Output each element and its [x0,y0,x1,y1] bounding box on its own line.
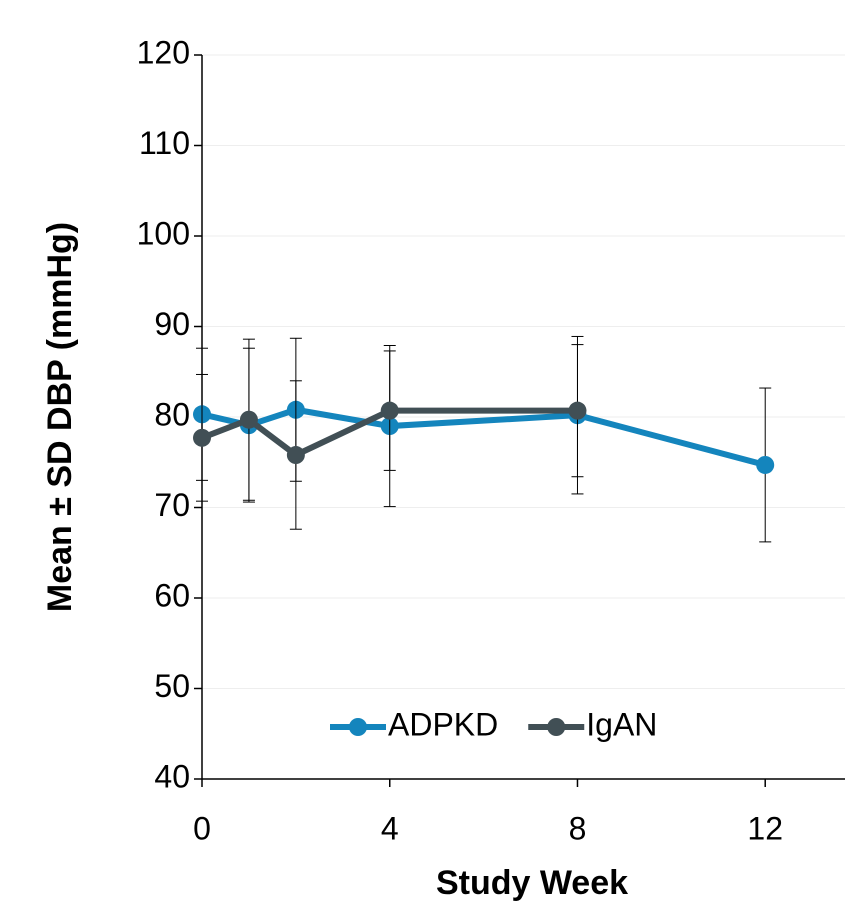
legend-label: IgAN [586,706,657,742]
y-tick-label: 100 [137,215,190,251]
series-line [201,406,766,468]
y-tick-label: 40 [154,758,190,794]
data-point [286,446,305,465]
x-tick-label: 0 [193,810,211,846]
y-tick-label: 50 [154,668,190,704]
data-point [380,401,399,420]
y-tick-label: 80 [154,396,190,432]
x-tick-label: 12 [747,810,783,846]
y-tick-label: 120 [137,34,190,70]
data-point [239,410,258,429]
y-tick-label: 70 [154,487,190,523]
data-point [756,455,775,474]
y-tick-label: 110 [139,125,190,161]
y-tick-label: 60 [154,577,190,613]
x-tick-label: 8 [569,810,587,846]
x-axis-title: Study Week [436,864,628,902]
legend-label: ADPKD [388,706,498,742]
y-axis-title: Mean ± SD DBP (mmHg) [41,222,79,612]
x-tick-label: 4 [381,810,399,846]
y-tick-label: 90 [154,306,190,342]
legend-marker [349,718,367,736]
legend-marker [547,718,566,736]
data-point [568,401,587,420]
data-point [193,428,211,447]
